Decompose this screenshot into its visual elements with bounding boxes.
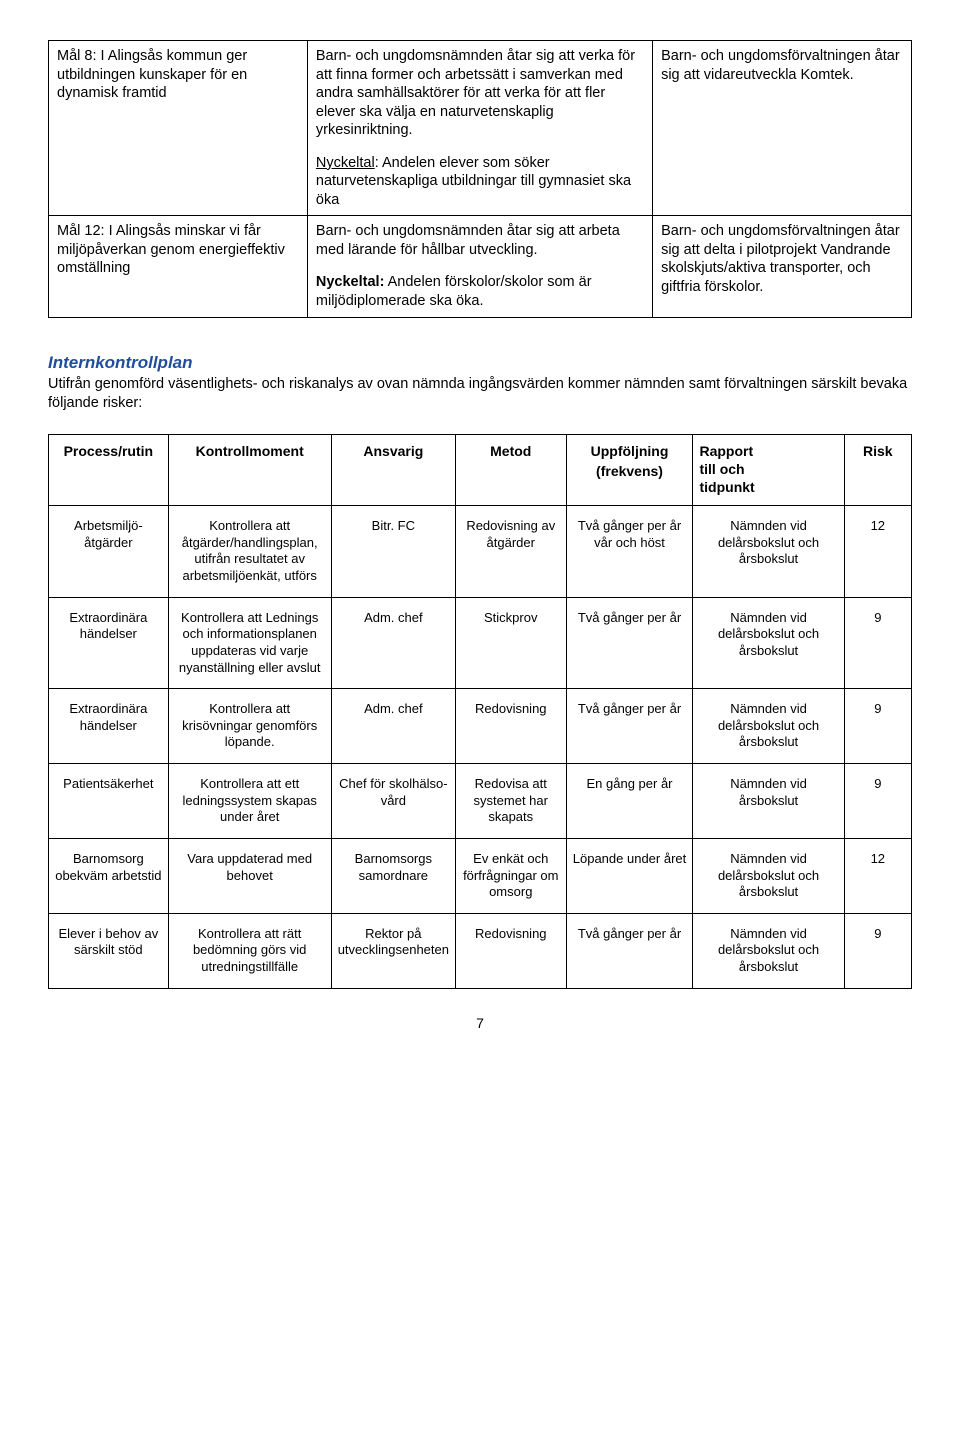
goals-row: Mål 12: I Alingsås minskar vi får miljöp… <box>49 216 912 317</box>
ctrl-cell-ansvarig: Bitr. FC <box>331 506 455 598</box>
ctrl-header-uppfoljning-a: Uppföljning <box>573 443 687 461</box>
ctrl-cell-uppfoljning: Två gånger per år <box>566 689 693 764</box>
ctrl-header-row: Process/rutin Kontrollmoment Ansvarig Me… <box>49 435 912 506</box>
ctrl-cell-ansvarig: Rektor på utvecklingsenheten <box>331 913 455 988</box>
ctrl-cell-process: Extraordinära händelser <box>49 597 169 689</box>
ctrl-cell-ansvarig: Barnomsorgs samordnare <box>331 838 455 913</box>
ctrl-cell-metod: Redovisa att systemet har skapats <box>455 764 566 839</box>
ctrl-cell-metod: Redovisning av åtgärder <box>455 506 566 598</box>
nyckeltal-label: Nyckeltal: <box>316 274 385 290</box>
ctrl-header-process: Process/rutin <box>49 435 169 506</box>
ctrl-header-rapport-a: Rapport <box>699 443 837 461</box>
ctrl-cell-uppfoljning: Två gånger per år <box>566 913 693 988</box>
ctrl-cell-ansvarig: Adm. chef <box>331 597 455 689</box>
ctrl-cell-rapport: Nämnden vid delårsbokslut och årsbokslut <box>693 838 844 913</box>
ctrl-cell-moment: Kontrollera att ett ledningssystem skapa… <box>168 764 331 839</box>
ctrl-cell-risk: 9 <box>844 597 911 689</box>
ctrl-header-metod: Metod <box>455 435 566 506</box>
ctrl-header-risk: Risk <box>844 435 911 506</box>
ctrl-cell-risk: 12 <box>844 838 911 913</box>
ctrl-cell-uppfoljning: En gång per år <box>566 764 693 839</box>
ctrl-row: Extraordinära händelser Kontrollera att … <box>49 597 912 689</box>
ctrl-row: Arbetsmiljö-åtgärder Kontrollera att åtg… <box>49 506 912 598</box>
ctrl-cell-risk: 9 <box>844 913 911 988</box>
ctrl-cell-uppfoljning: Löpande under året <box>566 838 693 913</box>
ctrl-cell-risk: 12 <box>844 506 911 598</box>
ctrl-cell-rapport: Nämnden vid delårsbokslut och årsbokslut <box>693 689 844 764</box>
nyckeltal-block: Nyckeltal: Andelen elever som söker natu… <box>316 154 644 210</box>
ctrl-header-uppfoljning-b: (frekvens) <box>573 463 687 481</box>
ctrl-body: Arbetsmiljö-åtgärder Kontrollera att åtg… <box>49 506 912 989</box>
nyckeltal-label: Nyckeltal <box>316 155 375 171</box>
ctrl-cell-rapport: Nämnden vid delårsbokslut och årsbokslut <box>693 506 844 598</box>
ctrl-cell-moment: Kontrollera att krisövningar genomförs l… <box>168 689 331 764</box>
ctrl-cell-metod: Redovisning <box>455 913 566 988</box>
nyckeltal-block: Nyckeltal: Andelen förskolor/skolor som … <box>316 273 644 310</box>
result-cell: Barn- och ungdomsförvaltningen åtar sig … <box>653 41 912 216</box>
ctrl-row: Extraordinära händelser Kontrollera att … <box>49 689 912 764</box>
action-cell: Barn- och ungdomsnämnden åtar sig att ar… <box>307 216 652 317</box>
ctrl-row: Barnomsorg obekväm arbetstid Vara uppdat… <box>49 838 912 913</box>
action-main: Barn- och ungdomsnämnden åtar sig att ve… <box>316 47 644 140</box>
ctrl-cell-metod: Stickprov <box>455 597 566 689</box>
section-intro: Utifrån genomförd väsentlighets- och ris… <box>48 375 912 412</box>
page-number: 7 <box>48 1015 912 1033</box>
ctrl-cell-metod: Redovisning <box>455 689 566 764</box>
ctrl-header-ansvarig: Ansvarig <box>331 435 455 506</box>
goals-table: Mål 8: I Alingsås kommun ger utbildninge… <box>48 40 912 318</box>
ctrl-cell-moment: Kontrollera att rätt bedömning görs vid … <box>168 913 331 988</box>
control-plan-table: Process/rutin Kontrollmoment Ansvarig Me… <box>48 434 912 988</box>
goal-text: Mål 12: I Alingsås minskar vi får miljöp… <box>57 223 285 276</box>
ctrl-cell-rapport: Nämnden vid delårsbokslut och årsbokslut <box>693 597 844 689</box>
ctrl-header-moment: Kontrollmoment <box>168 435 331 506</box>
goal-cell: Mål 8: I Alingsås kommun ger utbildninge… <box>49 41 308 216</box>
result-text: Barn- och ungdomsförvaltningen åtar sig … <box>661 48 900 83</box>
ctrl-cell-process: Elever i behov av särskilt stöd <box>49 913 169 988</box>
result-text: Barn- och ungdomsförvaltningen åtar sig … <box>661 223 900 295</box>
ctrl-cell-moment: Kontrollera att Lednings och information… <box>168 597 331 689</box>
ctrl-cell-uppfoljning: Två gånger per år vår och höst <box>566 506 693 598</box>
ctrl-row: Patientsäkerhet Kontrollera att ett ledn… <box>49 764 912 839</box>
ctrl-cell-process: Arbetsmiljö-åtgärder <box>49 506 169 598</box>
ctrl-header-rapport-c: tidpunkt <box>699 479 837 497</box>
result-cell: Barn- och ungdomsförvaltningen åtar sig … <box>653 216 912 317</box>
section-heading: Internkontrollplan <box>48 352 912 374</box>
ctrl-cell-rapport: Nämnden vid årsbokslut <box>693 764 844 839</box>
ctrl-cell-process: Extraordinära händelser <box>49 689 169 764</box>
ctrl-cell-metod: Ev enkät och förfrågningar om omsorg <box>455 838 566 913</box>
ctrl-cell-uppfoljning: Två gånger per år <box>566 597 693 689</box>
ctrl-header-rapport-b: till och <box>699 461 837 479</box>
ctrl-cell-ansvarig: Chef för skolhälso-vård <box>331 764 455 839</box>
goal-text: Mål 8: I Alingsås kommun ger utbildninge… <box>57 48 247 101</box>
ctrl-cell-moment: Vara uppdaterad med behovet <box>168 838 331 913</box>
ctrl-row: Elever i behov av särskilt stöd Kontroll… <box>49 913 912 988</box>
action-cell: Barn- och ungdomsnämnden åtar sig att ve… <box>307 41 652 216</box>
ctrl-cell-rapport: Nämnden vid delårsbokslut och årsbokslut <box>693 913 844 988</box>
ctrl-header-uppfoljning: Uppföljning (frekvens) <box>566 435 693 506</box>
ctrl-cell-risk: 9 <box>844 764 911 839</box>
action-main: Barn- och ungdomsnämnden åtar sig att ar… <box>316 222 644 259</box>
ctrl-cell-process: Patientsäkerhet <box>49 764 169 839</box>
ctrl-cell-process: Barnomsorg obekväm arbetstid <box>49 838 169 913</box>
goal-cell: Mål 12: I Alingsås minskar vi får miljöp… <box>49 216 308 317</box>
ctrl-cell-risk: 9 <box>844 689 911 764</box>
ctrl-cell-ansvarig: Adm. chef <box>331 689 455 764</box>
ctrl-header-rapport: Rapport till och tidpunkt <box>693 435 844 506</box>
goals-row: Mål 8: I Alingsås kommun ger utbildninge… <box>49 41 912 216</box>
ctrl-cell-moment: Kontrollera att åtgärder/handlingsplan, … <box>168 506 331 598</box>
